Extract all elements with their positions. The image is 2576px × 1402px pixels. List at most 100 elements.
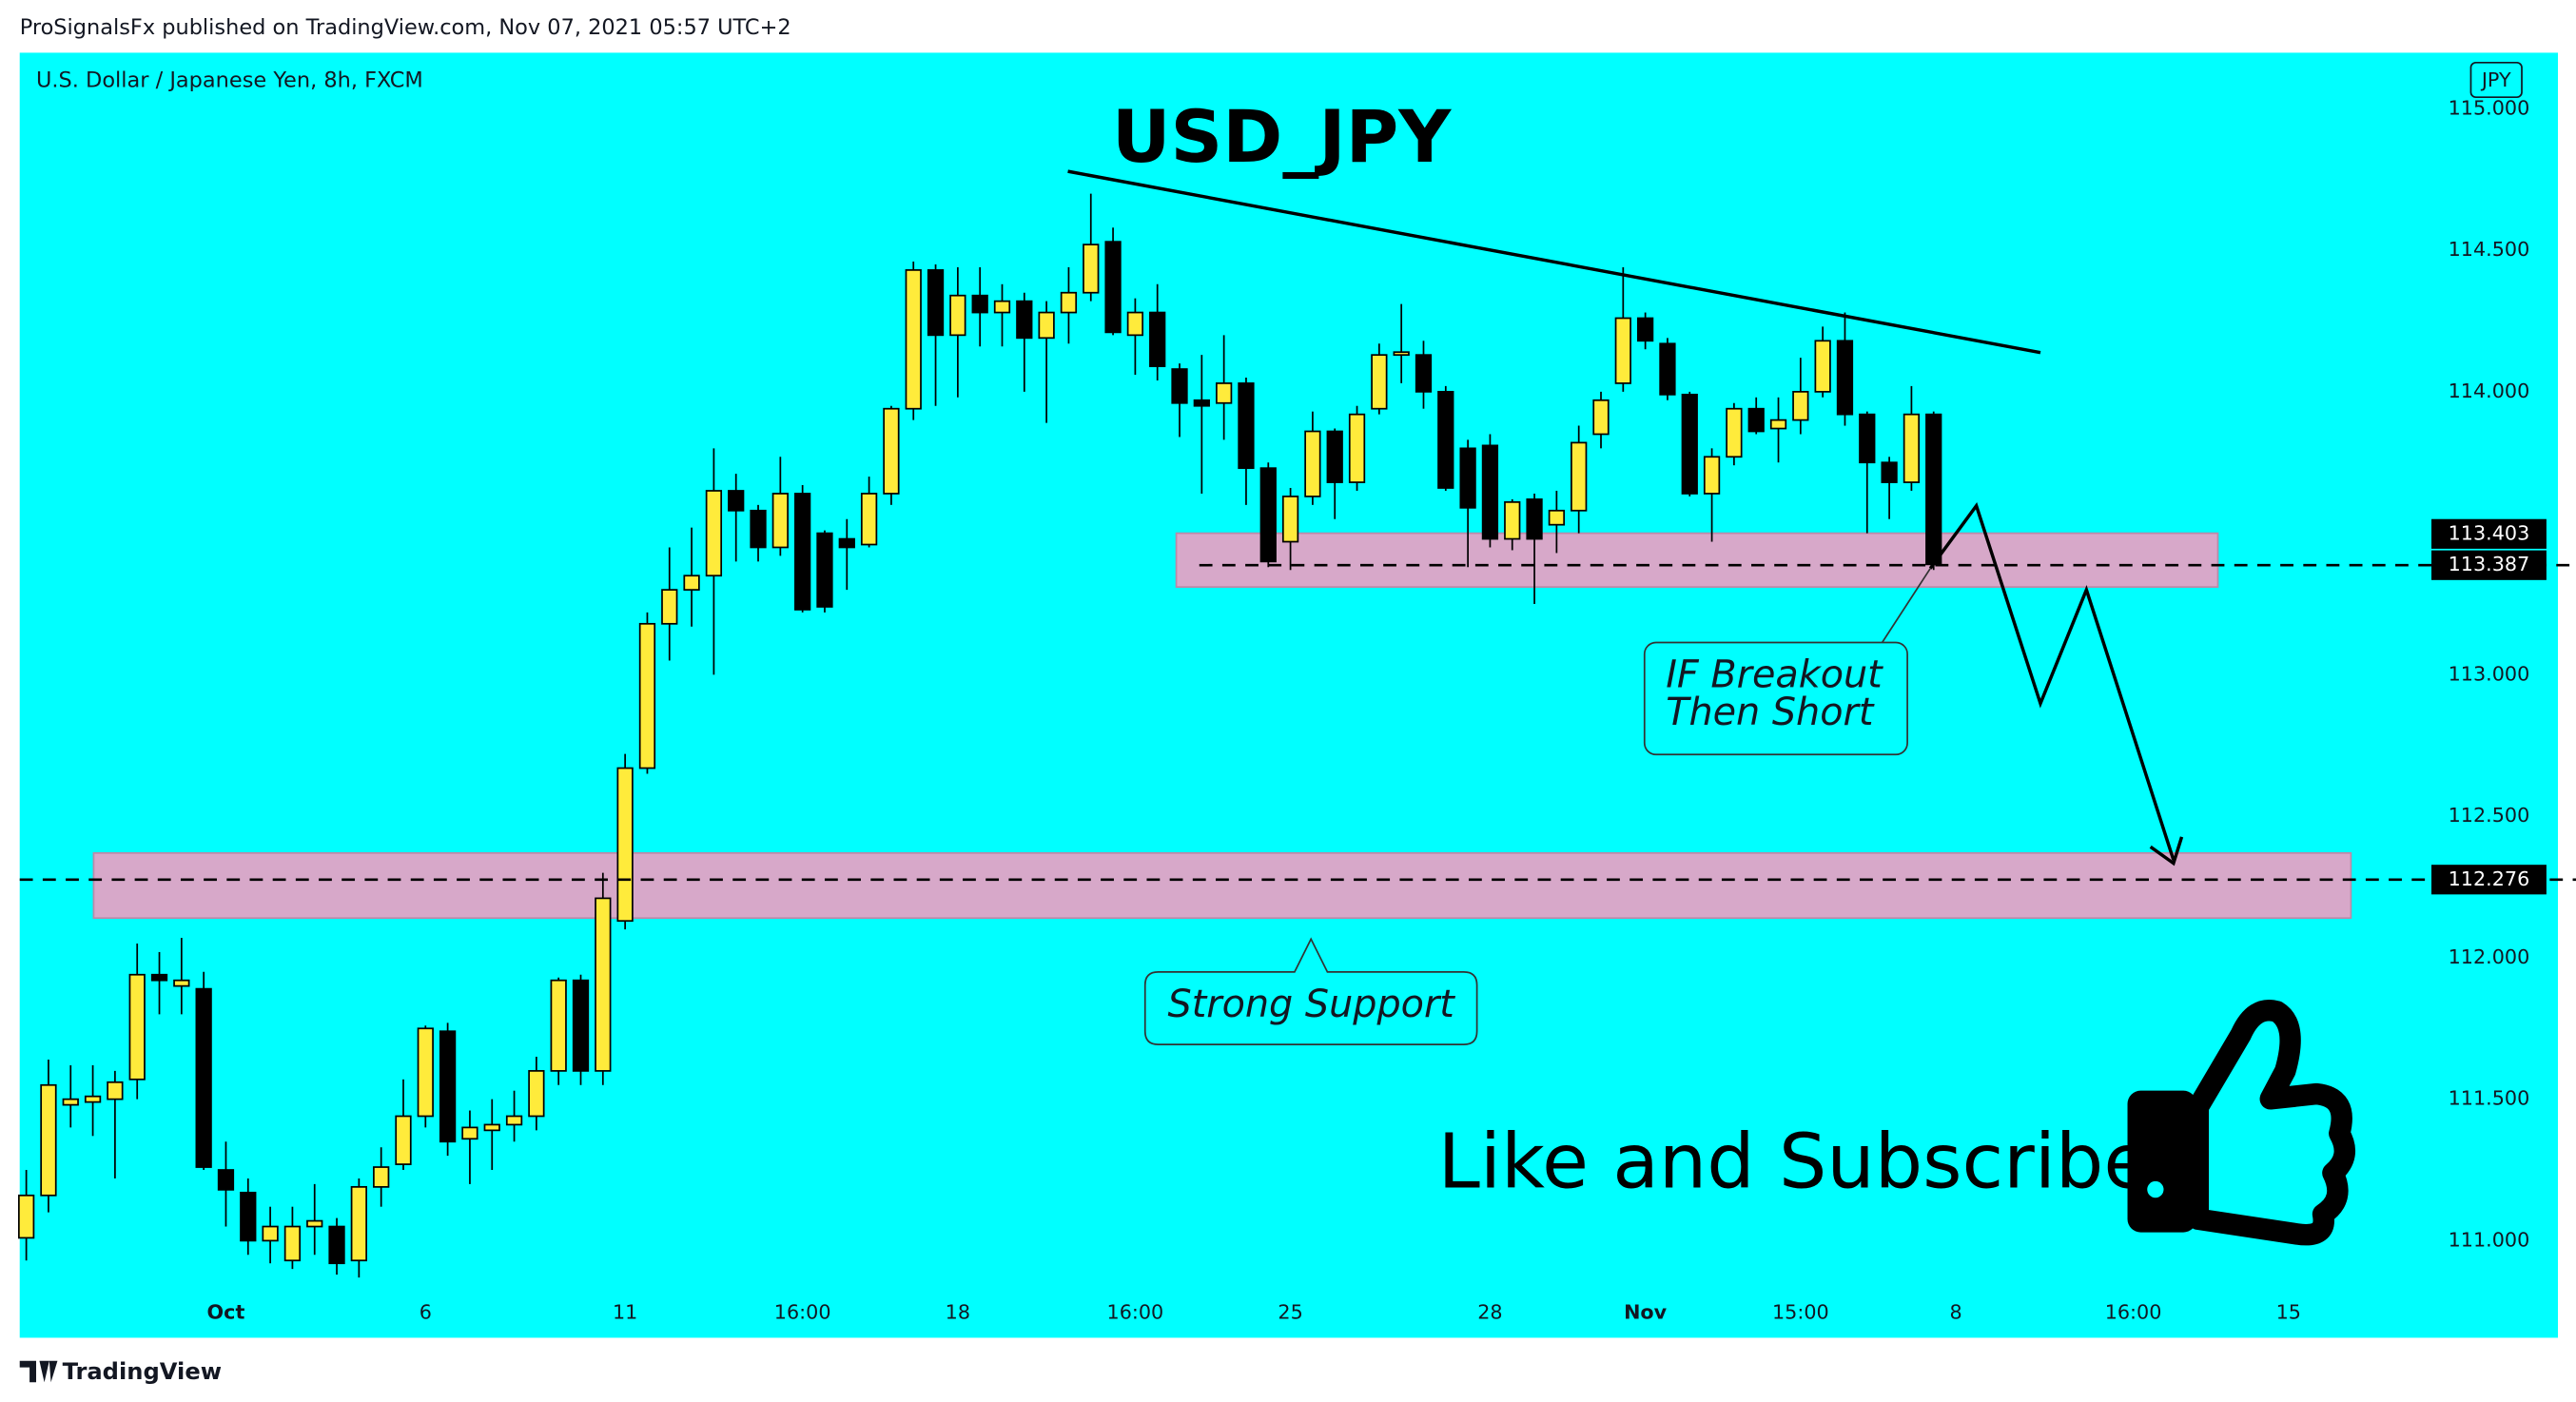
x-tick-label: 18 [946,1300,970,1323]
x-tick-label: 28 [1477,1300,1502,1323]
candle-body [1281,496,1299,543]
callout-box [1643,641,1908,756]
candle-body [1083,243,1100,294]
candle-body [1903,413,1921,483]
candle-body [1504,501,1521,540]
x-tick-label: 15 [2276,1300,2301,1323]
candle-body [1304,430,1321,497]
footer-logo [19,1360,58,1383]
projection-path [1928,502,2176,861]
candle-body [262,1225,279,1242]
candle-body [1681,393,1698,495]
price-zone [1175,532,2219,589]
candle-body [439,1030,457,1143]
y-tick-label: 111.000 [2449,1228,2530,1251]
thumbs-up-icon [2127,1000,2356,1246]
candle-body [1769,419,1787,430]
candle-body [306,1219,323,1228]
candle-body [1659,342,1676,396]
x-tick-label: 16:00 [1107,1300,1164,1323]
y-tick-label: 112.000 [2449,945,2530,968]
candle-body [1614,317,1631,384]
x-tick-label: Oct [207,1300,245,1323]
support-callout [1143,937,1478,1046]
candle-body [128,973,146,1081]
candle-body [949,294,966,337]
cta-text: Like and Subscribe [1438,1117,2151,1205]
candle-body [1216,382,1233,404]
publisher-line: ProSignalsFx published on TradingView.co… [20,15,791,40]
candle-body [150,973,168,982]
candle-body [1859,413,1876,464]
currency-box [2469,61,2523,99]
candle-body [572,979,590,1072]
x-tick-label: 15:00 [1772,1300,1829,1323]
candle-body [1836,340,1854,416]
candle-body [1393,351,1410,357]
price-zone [92,851,2352,920]
candle-body [1747,407,1765,433]
price-badge-label: 113.387 [2449,553,2530,575]
candle-body [1636,317,1654,342]
candle-body [595,897,612,1072]
candle-body [328,1225,345,1265]
candle-body [927,269,945,337]
callout-text: Then Short [1666,691,1875,734]
candle-body [17,1194,35,1239]
candle-body [350,1186,367,1262]
candle-body [771,493,789,549]
candle-body [483,1123,500,1132]
y-tick-label: 114.500 [2449,238,2530,261]
currency-label: JPY [2480,68,2511,91]
candle-body [62,1098,79,1106]
x-tick-label: 11 [613,1300,637,1323]
x-tick-label: 16:00 [774,1300,831,1323]
candle-body [1149,311,1166,367]
candle-body [860,493,878,546]
candle-body [528,1070,545,1118]
candle-body [794,493,811,611]
candle-body [683,574,700,591]
candle-body [1459,447,1476,509]
price-badge [2431,518,2547,549]
y-tick-label: 113.000 [2449,662,2530,685]
chart-title: USD_JPY [1112,94,1452,179]
x-tick-label: 16:00 [2105,1300,2162,1323]
candle-body [1726,407,1743,458]
candle-body [240,1191,257,1242]
candle-body [195,987,212,1168]
candle-body [505,1115,523,1126]
candle-body [1193,399,1210,407]
callout-pointer [1880,568,1931,645]
symbol-label: U.S. Dollar / Japanese Yen, 8h, FXCM [36,68,423,92]
candle-body [1415,354,1433,393]
candle-body [107,1081,124,1100]
candle-body [1126,311,1144,337]
candle-body [705,490,723,577]
y-tick-label: 112.500 [2449,804,2530,827]
candle-body [750,509,767,549]
candle-body [616,767,634,923]
x-tick-label: 6 [420,1300,432,1323]
candle-body [905,269,922,410]
candle-body [1104,241,1122,334]
candle-body [84,1095,102,1103]
candle-body [1171,368,1188,404]
projection-arrowhead [2149,836,2184,867]
y-tick-label: 114.000 [2449,380,2530,402]
candle-body [1881,461,1898,483]
candle-body [661,589,678,625]
candle-body [1571,441,1588,512]
candle-body [1038,311,1055,340]
candle-body [1814,340,1831,393]
candle-body [638,622,656,769]
candle-body [1238,382,1255,470]
candle-body [1592,399,1610,436]
candle-body [373,1166,390,1188]
candle-body [1060,291,1078,314]
callout-text: IF Breakout [1666,652,1883,696]
candle-body [283,1225,302,1262]
candle-body [838,537,855,549]
